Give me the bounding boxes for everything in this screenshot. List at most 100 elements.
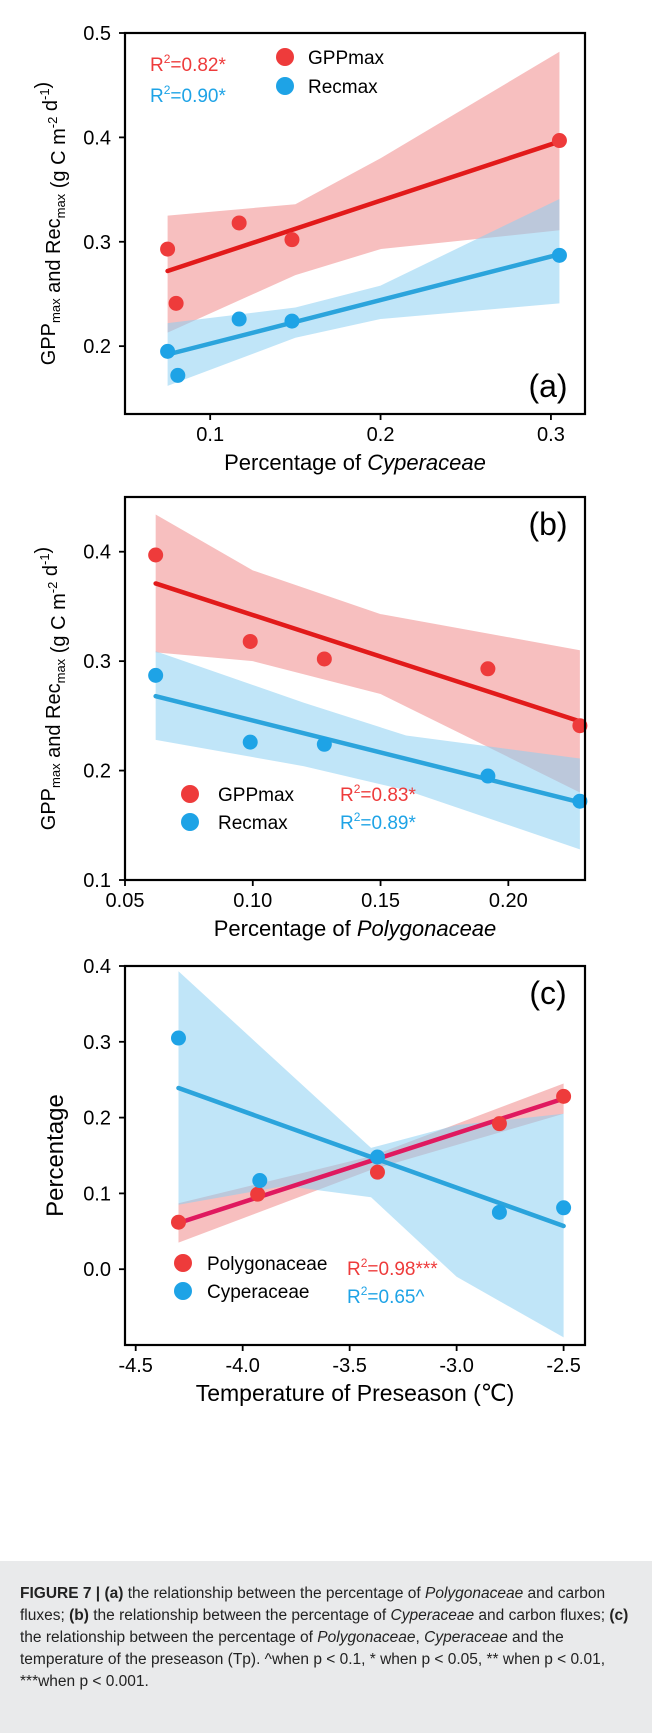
- data-point-recmax: [242, 734, 258, 750]
- data-point-recmax: [148, 667, 164, 683]
- data-point-recmax: [316, 736, 332, 752]
- r-squared-label: R2=0.89*: [340, 810, 416, 834]
- plot-frame: [123, 964, 587, 1347]
- caption-a-italic: Polygonaceae: [425, 1585, 524, 1602]
- panel-b: 0.05 0.10 0.15 0.20 0.1 0.2 0.3 0.4 Percentage o…: [32, 495, 588, 941]
- x-tick-label: -3.5: [332, 1355, 366, 1377]
- caption-b-text: the relationship between the percentage …: [88, 1607, 391, 1624]
- y-tick-label: 0.0: [83, 1259, 111, 1281]
- panel-label: (c): [529, 975, 566, 1011]
- data-point-gppmax: [551, 133, 567, 149]
- legend-label-recmax: Recmax: [308, 77, 378, 98]
- r-squared-label: R2=0.83*: [340, 782, 416, 806]
- figure-caption: FIGURE 7 | (a) the relationship between …: [0, 1561, 652, 1733]
- y-tick-label: 0.1: [83, 870, 111, 892]
- legend-label-gppmax: GPPmax: [218, 785, 295, 806]
- data-point-gppmax: [148, 547, 164, 563]
- data-point-recmax: [160, 343, 176, 359]
- data-point-gppmax: [284, 232, 300, 248]
- data-point-polygonaceae: [556, 1088, 572, 1104]
- x-tick-label: 0.05: [106, 890, 145, 912]
- legend-marker-recmax: [181, 813, 199, 831]
- caption-a-text-end: and carbon fluxes;: [20, 1585, 606, 1624]
- y-tick-label: 0.1: [83, 1183, 111, 1205]
- x-tick-label: -4.0: [225, 1355, 259, 1377]
- plot-area: [153, 514, 583, 850]
- data-point-cyperaceae: [491, 1204, 507, 1220]
- figure-panels: 0.1 0.2 0.3 0.2 0.3 0.4 0.5 Percentage of Cyper…: [32, 23, 588, 1406]
- legend-label-recmax: Recmax: [218, 813, 288, 834]
- caption-label: FIGURE 7 |: [20, 1585, 105, 1602]
- x-tick-label: 0.2: [367, 424, 395, 446]
- legend-marker-gppmax: [276, 48, 294, 66]
- caption-b-text-end: and carbon fluxes;: [474, 1607, 610, 1624]
- y-tick-label: 0.4: [83, 127, 111, 149]
- fit-line-gppmax: [153, 581, 583, 724]
- data-point-cyperaceae: [170, 1030, 186, 1046]
- data-point-gppmax: [160, 241, 176, 257]
- x-tick-label: -4.5: [118, 1355, 152, 1377]
- y-tick-label: 0.5: [83, 23, 111, 45]
- legend-label-gppmax: GPPmax: [308, 48, 385, 69]
- data-point-recmax: [480, 768, 496, 784]
- data-point-recmax: [231, 311, 247, 327]
- y-tick-label: 0.2: [83, 336, 111, 358]
- x-tick-label: 0.20: [489, 890, 528, 912]
- data-point-gppmax: [572, 718, 588, 734]
- data-point-gppmax: [168, 295, 184, 311]
- panel-c: -4.5 -4.0 -3.5 -3.0 -2.5 0.0 0.1 0.2 0.3 0.4 Tempe…: [42, 956, 587, 1406]
- data-point-polygonaceae: [250, 1186, 266, 1202]
- y-tick-label: 0.3: [83, 651, 111, 673]
- plot-area: [165, 51, 562, 386]
- legend-marker-recmax: [276, 77, 294, 95]
- caption-significance: p < 0.1, * when p < 0.05, ** when p < 0.…: [20, 1651, 606, 1690]
- data-point-polygonaceae: [369, 1164, 385, 1180]
- x-tick-label: -3.0: [439, 1355, 473, 1377]
- x-axis-label: Percentage of Cyperaceae: [224, 450, 486, 475]
- x-tick-label: 0.3: [537, 424, 565, 446]
- data-point-recmax: [551, 247, 567, 263]
- y-tick-label: 0.3: [83, 1032, 111, 1054]
- panel-label: (b): [528, 506, 567, 542]
- legend-marker-polygonaceae: [174, 1254, 192, 1272]
- caption-c-text: the relationship between the percentage …: [20, 1629, 318, 1646]
- caption-a-text: the relationship between the percentage …: [123, 1585, 425, 1602]
- data-point-recmax: [572, 793, 588, 809]
- confidence-band-recmax: [167, 198, 560, 386]
- r-squared-label: R2=0.65^: [347, 1284, 424, 1308]
- fit-line-recmax: [153, 693, 583, 805]
- data-point-polygonaceae: [170, 1214, 186, 1230]
- r-squared-label: R2=0.98***: [347, 1256, 438, 1280]
- fit-line-recmax: [165, 252, 562, 357]
- panel-a: 0.1 0.2 0.3 0.2 0.3 0.4 0.5 Percentage of Cyper…: [32, 23, 587, 475]
- data-point-gppmax: [242, 633, 258, 649]
- x-axis-label: Percentage of Polygonaceae: [214, 916, 497, 941]
- data-point-recmax: [170, 367, 186, 383]
- panel-label: (a): [528, 368, 567, 404]
- data-point-recmax: [284, 313, 300, 329]
- legend-marker-gppmax: [181, 785, 199, 803]
- caption-c-comma: ,: [415, 1629, 425, 1646]
- legend-marker-cyperaceae: [174, 1282, 192, 1300]
- confidence-band-gppmax: [167, 51, 560, 333]
- data-point-gppmax: [231, 215, 247, 231]
- legend-label-polygonaceae: Polygonaceae: [207, 1254, 327, 1275]
- x-tick-label: -2.5: [546, 1355, 580, 1377]
- y-tick-label: 0.2: [83, 1108, 111, 1130]
- y-axis-label: Percentage: [42, 1094, 69, 1217]
- plot-frame: [123, 495, 587, 882]
- y-axis-label: GPPmax and Recmax (g C m-2 d-1): [32, 547, 70, 830]
- plot-frame: [123, 31, 587, 416]
- legend-label-cyperaceae: Cyperaceae: [207, 1282, 309, 1303]
- data-point-polygonaceae: [491, 1116, 507, 1132]
- data-point-cyperaceae: [369, 1149, 385, 1165]
- y-tick-label: 0.2: [83, 761, 111, 783]
- data-point-gppmax: [480, 661, 496, 677]
- caption-a-label: (a): [104, 1585, 124, 1602]
- x-tick-label: 0.15: [361, 890, 400, 912]
- y-tick-label: 0.4: [83, 542, 111, 564]
- data-point-gppmax: [316, 651, 332, 667]
- caption-b-italic: Cyperaceae: [390, 1607, 475, 1624]
- caption-c-text-end: and the temperature of the preseason (Tp…: [20, 1629, 564, 1668]
- caption-b-label: (b): [69, 1607, 89, 1624]
